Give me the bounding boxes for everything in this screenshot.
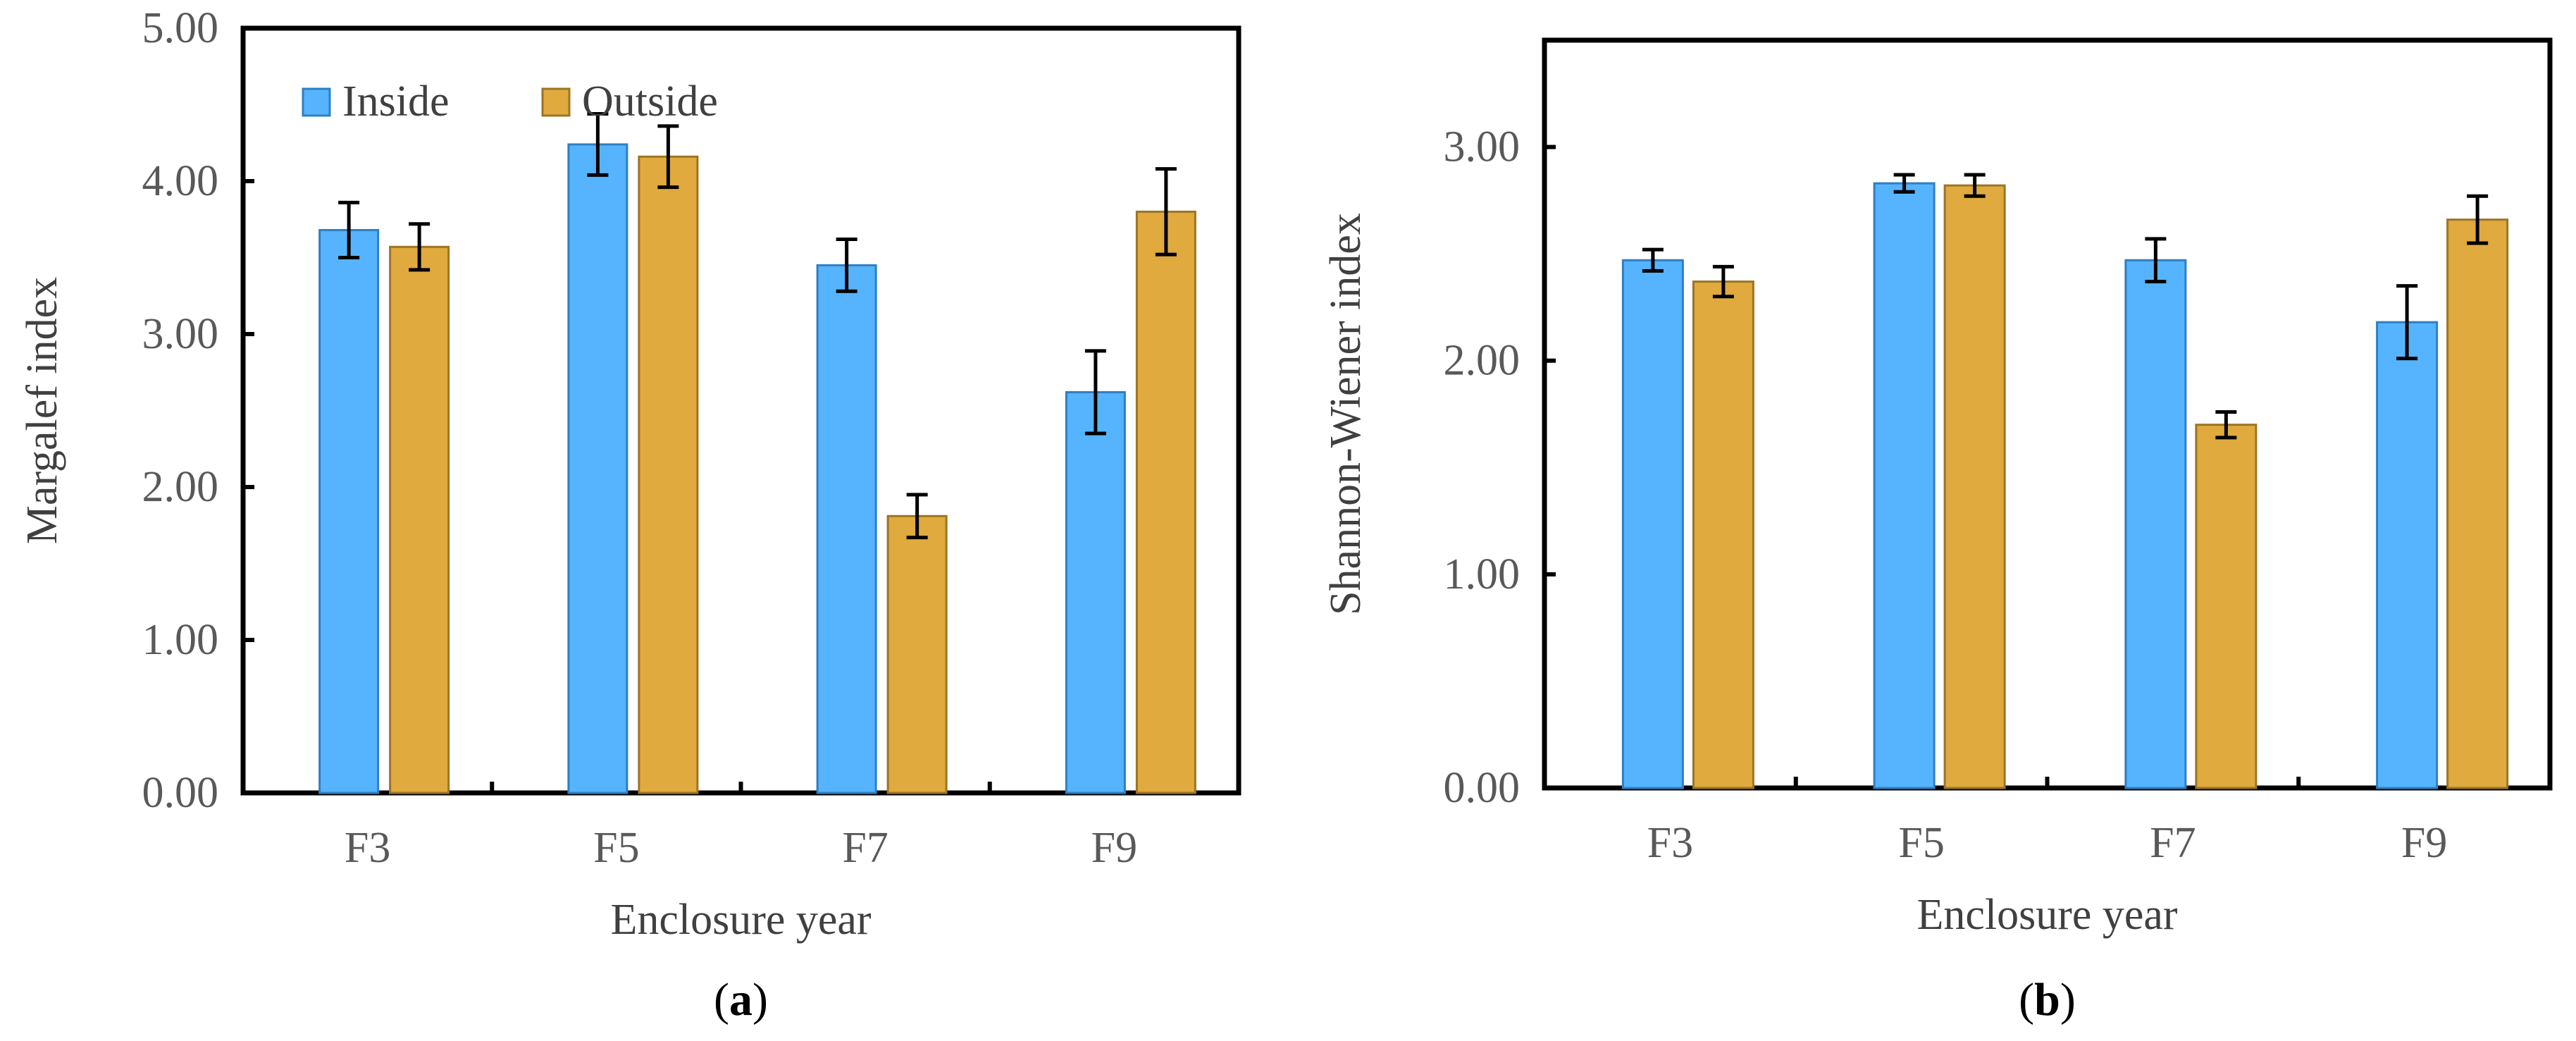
panel-b-bar-inside-f3 xyxy=(1621,259,1684,789)
panel-a-error-bar-outside-f9 xyxy=(1155,167,1177,257)
panel-a-bar-inside-f5 xyxy=(567,143,628,794)
panel-b-x-axis-title: Enclosure year xyxy=(1916,891,2177,939)
panel-a-y-tick-label: 2.00 xyxy=(142,463,219,511)
panel-b-y-tick-label: 0.00 xyxy=(1444,764,1521,812)
panel-b-x-tick-label: F5 xyxy=(1898,819,1944,867)
panel-b-bar-inside-f9 xyxy=(2376,321,2439,789)
panel-a-error-bar-outside-f7 xyxy=(906,493,928,540)
panel-b-y-axis-title: Shannon-Wiener index xyxy=(1322,213,1370,615)
panel-a-x-tick-label: F7 xyxy=(842,824,888,872)
panel-b-error-bar-inside-f5 xyxy=(1893,173,1915,194)
panel-a-x-axis-title: Enclosure year xyxy=(610,896,871,944)
legend-inside-swatch xyxy=(302,87,331,117)
panel-a-error-bar-inside-f9 xyxy=(1084,349,1106,436)
panel-b-label: (b) xyxy=(2019,974,2076,1025)
panel-a-bar-inside-f3 xyxy=(318,228,380,794)
panel-a-y-tick-label: 3.00 xyxy=(142,310,219,358)
panel-a-x-tick-label: F3 xyxy=(345,824,390,872)
panel-b-bar-outside-f9 xyxy=(2446,218,2509,789)
panel-b-x-tick-label: F7 xyxy=(2150,819,2196,867)
legend-outside-swatch xyxy=(541,87,571,117)
panel-a-bar-inside-f7 xyxy=(816,264,877,794)
legend-inside-label: Inside xyxy=(342,78,450,125)
panel-a-chart: 0.00 1.00 2.00 3.00 4.00 5.00 F3 F5 F7 F9 Enclosu… xyxy=(18,4,1241,1025)
panel-a-legend: Inside Outside xyxy=(302,78,718,125)
legend-outside-label: Outside xyxy=(582,78,718,125)
panel-a-x-tick-label: F9 xyxy=(1091,824,1137,872)
panel-a-bar-inside-f9 xyxy=(1065,390,1126,794)
panel-b-bar-outside-f3 xyxy=(1692,281,1754,789)
panel-a-bar-outside-f7 xyxy=(886,515,948,794)
panel-b-x-tick-label: F9 xyxy=(2401,819,2447,867)
panel-a-y-tick-label: 5.00 xyxy=(142,4,219,52)
panel-b-bar-inside-f7 xyxy=(2124,259,2187,789)
panel-b-x-tick-label: F3 xyxy=(1647,819,1693,867)
panel-a-y-axis-title: Margalef index xyxy=(18,277,66,544)
panel-b-error-bar-outside-f3 xyxy=(1712,264,1734,299)
panel-a-y-tick-label: 4.00 xyxy=(142,157,219,205)
panel-a-bar-outside-f3 xyxy=(389,245,450,794)
panel-a-error-bar-outside-f3 xyxy=(409,222,431,272)
panel-b-error-bar-inside-f9 xyxy=(2396,284,2418,361)
panel-a-error-bar-inside-f3 xyxy=(338,200,360,259)
panel-a-y-tick-label: 0.00 xyxy=(142,769,219,817)
panel-b-error-bar-outside-f5 xyxy=(1964,173,1986,198)
panel-b-bar-outside-f5 xyxy=(1943,184,2006,789)
panel-a-error-bar-inside-f7 xyxy=(836,237,857,293)
panel-b-error-bar-outside-f9 xyxy=(2467,194,2489,245)
panel-b-error-bar-inside-f7 xyxy=(2145,237,2167,284)
panel-a-y-tick-label: 1.00 xyxy=(142,616,219,664)
panel-b-y-tick-label: 1.00 xyxy=(1444,550,1521,598)
panel-a-bar-outside-f5 xyxy=(638,155,699,794)
panel-a-bar-outside-f9 xyxy=(1135,210,1196,794)
panel-b-error-bar-inside-f3 xyxy=(1642,247,1664,273)
panel-a-label: (a) xyxy=(714,974,768,1025)
panel-a-x-tick-label: F5 xyxy=(593,824,639,872)
panel-a-label-letter: a xyxy=(729,974,753,1025)
panel-b-error-bar-outside-f7 xyxy=(2215,409,2237,440)
panel-b-bar-inside-f5 xyxy=(1873,182,1936,789)
panel-a-error-bar-outside-f5 xyxy=(657,124,679,190)
panel-b-bar-outside-f7 xyxy=(2195,424,2258,789)
panel-b-y-tick-label: 2.00 xyxy=(1444,337,1521,385)
panel-b-label-letter: b xyxy=(2034,974,2060,1025)
panel-a-error-bar-inside-f5 xyxy=(587,112,609,177)
panel-b-y-tick-label: 3.00 xyxy=(1444,123,1521,171)
